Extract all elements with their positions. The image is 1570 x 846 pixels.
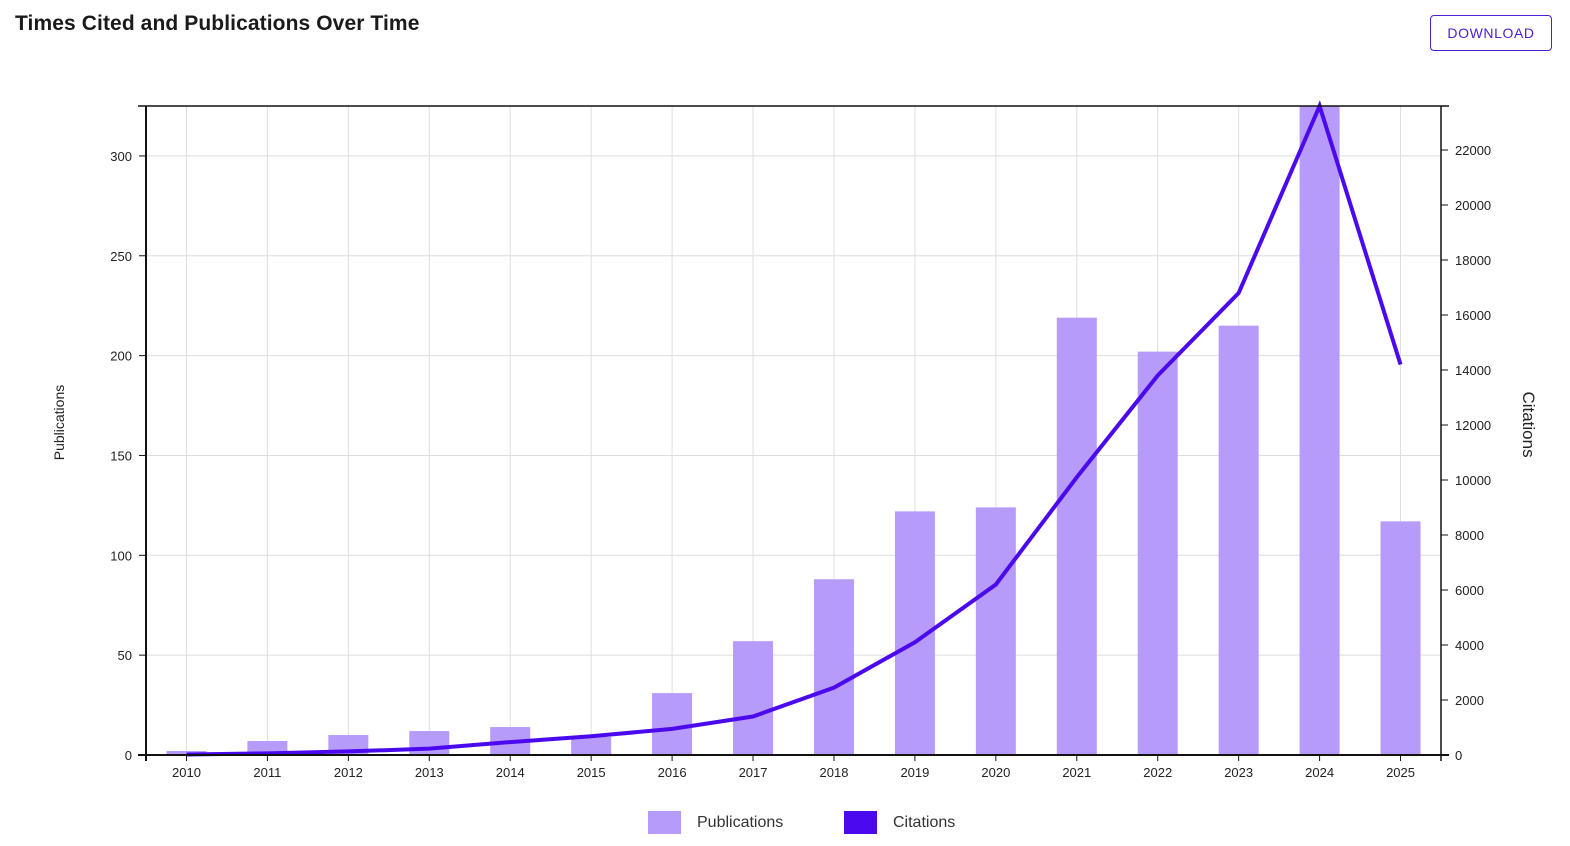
x-axis-tick-label: 2019	[900, 765, 929, 780]
legend-label-publications: Publications	[697, 813, 784, 831]
bar-publications-2025[interactable]	[1380, 521, 1421, 755]
x-axis-tick-label: 2020	[981, 765, 1010, 780]
left-axis-tick-label: 250	[110, 249, 132, 264]
left-axis-tick-label: 200	[110, 349, 132, 364]
x-axis-tick-label: 2011	[253, 765, 281, 780]
bar-publications-2015[interactable]	[571, 737, 612, 755]
bar-publications-2022[interactable]	[1137, 351, 1178, 755]
bar-publications-2013[interactable]	[409, 731, 450, 755]
bar-publications-2018[interactable]	[813, 579, 854, 755]
x-axis-tick-label: 2013	[415, 765, 444, 780]
bar-publications-2016[interactable]	[652, 693, 693, 755]
right-axis-tick-label: 10000	[1455, 473, 1491, 488]
left-axis-tick-label: 0	[125, 748, 132, 763]
chart-title: Times Cited and Publications Over Time	[15, 12, 420, 35]
right-axis-tick-label: 16000	[1455, 308, 1491, 323]
x-axis-tick-label: 2015	[577, 765, 606, 780]
x-axis-tick-label: 2012	[334, 765, 363, 780]
left-axis-tick-label: 300	[110, 149, 132, 164]
legend-swatch-citations	[844, 811, 877, 834]
right-axis-tick-label: 20000	[1455, 198, 1491, 213]
publications-bars	[166, 106, 1421, 755]
right-axis-tick-label: 6000	[1455, 583, 1484, 598]
right-axis-tick-label: 8000	[1455, 528, 1484, 543]
x-axis-tick-label: 2023	[1224, 765, 1253, 780]
legend-label-citations: Citations	[893, 813, 956, 831]
right-axis-tick-label: 0	[1455, 748, 1462, 763]
right-axis-tick-label: 14000	[1455, 363, 1491, 378]
bar-publications-2017[interactable]	[733, 641, 774, 755]
x-axis-tick-label: 2024	[1305, 765, 1334, 780]
right-axis-tick-label: 4000	[1455, 638, 1484, 653]
x-axis-tick-label: 2021	[1062, 765, 1091, 780]
left-axis-tick-label: 100	[110, 548, 132, 563]
bar-publications-2023[interactable]	[1218, 325, 1259, 755]
x-axis-tick-label: 2010	[172, 765, 201, 780]
right-axis-tick-label: 2000	[1455, 693, 1484, 708]
legend-swatch-publications	[648, 811, 681, 834]
left-axis-tick-label: 150	[110, 448, 132, 463]
left-axis-tick-label: 50	[118, 648, 132, 663]
right-axis-tick-label: 12000	[1455, 418, 1491, 433]
bar-publications-2020[interactable]	[975, 507, 1016, 755]
chart-legend: Publications Citations	[0, 811, 1570, 837]
x-axis-tick-label: 2017	[739, 765, 768, 780]
y-axis-title-right: Citations	[1519, 391, 1538, 457]
x-axis-tick-label: 2025	[1386, 765, 1415, 780]
y-axis-title-left: Publications	[51, 385, 67, 461]
x-axis-tick-label: 2022	[1143, 765, 1172, 780]
x-axis-tick-label: 2016	[658, 765, 687, 780]
legend-item-citations[interactable]: Citations	[844, 811, 955, 834]
download-button[interactable]: DOWNLOAD	[1430, 15, 1552, 51]
x-axis-tick-label: 2014	[496, 765, 525, 780]
legend-item-publications[interactable]: Publications	[648, 811, 783, 834]
citations-line	[186, 100, 1403, 757]
right-axis-tick-label: 18000	[1455, 253, 1491, 268]
axes: 0 50 100 150 200 250 300 0 2000 4000 6000 8000 10000…	[110, 105, 1491, 780]
bar-publications-2024[interactable]	[1299, 106, 1340, 755]
bar-publications-2021[interactable]	[1056, 317, 1097, 755]
right-axis-tick-label: 22000	[1455, 143, 1491, 158]
x-axis-tick-label: 2018	[820, 765, 849, 780]
